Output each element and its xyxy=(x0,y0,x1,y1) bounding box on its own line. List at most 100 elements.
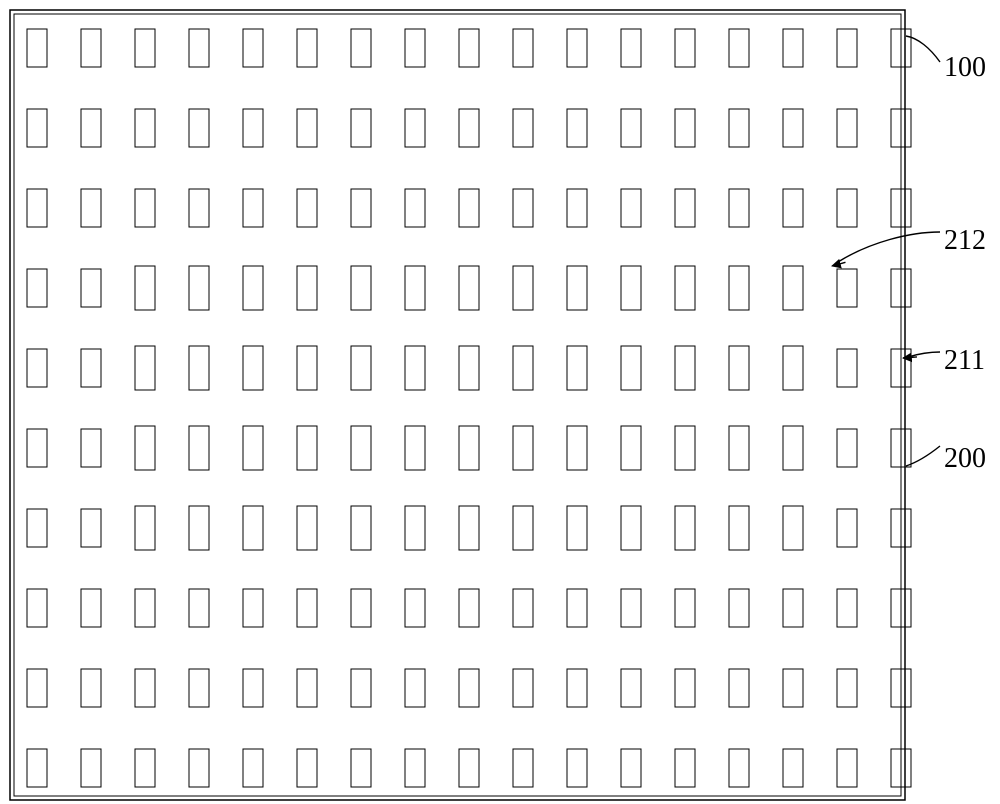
grid-cell xyxy=(405,29,425,67)
grid-cell xyxy=(729,589,749,627)
grid-cell xyxy=(837,269,857,307)
grid-cell xyxy=(675,506,695,550)
grid-cell xyxy=(567,506,587,550)
grid-cell xyxy=(189,669,209,707)
grid-cell xyxy=(675,426,695,470)
grid-cell xyxy=(405,589,425,627)
grid-cell xyxy=(297,189,317,227)
grid-cell xyxy=(351,669,371,707)
grid-cell xyxy=(27,429,47,467)
leader-100-label: 100 xyxy=(944,52,986,84)
grid-cell xyxy=(729,669,749,707)
grid-cell xyxy=(27,269,47,307)
grid-cell xyxy=(405,109,425,147)
grid-cell xyxy=(459,189,479,227)
grid-cell xyxy=(837,749,857,787)
grid-cell xyxy=(297,426,317,470)
grid-cell xyxy=(567,346,587,390)
grid-cell xyxy=(243,29,263,67)
grid-cell xyxy=(567,589,587,627)
grid-cell xyxy=(513,266,533,310)
grid-cell xyxy=(837,109,857,147)
grid-cell xyxy=(621,266,641,310)
grid-cell xyxy=(27,509,47,547)
diagram-svg xyxy=(0,0,1000,804)
grid-cell xyxy=(81,29,101,67)
grid-cell xyxy=(189,29,209,67)
grid-cell xyxy=(459,589,479,627)
grid-cell xyxy=(729,426,749,470)
grid-cell xyxy=(243,189,263,227)
grid-cell xyxy=(513,426,533,470)
grid-cell xyxy=(27,669,47,707)
grid-cell xyxy=(729,189,749,227)
grid-cell xyxy=(783,506,803,550)
grid-cell xyxy=(297,669,317,707)
grid-cell xyxy=(837,589,857,627)
grid-cell xyxy=(81,429,101,467)
grid-cell xyxy=(81,669,101,707)
grid-cell xyxy=(729,266,749,310)
grid-cell xyxy=(783,426,803,470)
grid-cell xyxy=(621,506,641,550)
grid-cell xyxy=(405,346,425,390)
grid-cell xyxy=(675,29,695,67)
grid-cell xyxy=(783,109,803,147)
grid-cell xyxy=(729,109,749,147)
grid-cell xyxy=(135,669,155,707)
grid-cell xyxy=(243,506,263,550)
grid-cell xyxy=(783,266,803,310)
grid-cell xyxy=(81,109,101,147)
grid-cell xyxy=(351,189,371,227)
grid-cell xyxy=(459,669,479,707)
grid-cell xyxy=(567,669,587,707)
grid-cell xyxy=(243,749,263,787)
grid-cell xyxy=(27,29,47,67)
grid-cell xyxy=(837,429,857,467)
grid-cell xyxy=(567,189,587,227)
grid-cell xyxy=(297,109,317,147)
grid-cell xyxy=(837,669,857,707)
grid-cell xyxy=(783,189,803,227)
grid-cell xyxy=(621,749,641,787)
grid-cell xyxy=(783,589,803,627)
grid-cell xyxy=(351,426,371,470)
grid-cell xyxy=(621,346,641,390)
leader-212-label: 212 xyxy=(944,225,986,257)
grid-cell xyxy=(189,346,209,390)
grid-cell xyxy=(513,669,533,707)
grid-cell xyxy=(27,749,47,787)
inner-frame xyxy=(14,14,901,796)
grid-cell xyxy=(351,109,371,147)
grid-cell xyxy=(405,426,425,470)
grid-cell xyxy=(621,589,641,627)
outer-frame xyxy=(10,10,905,800)
leader-211-label: 211 xyxy=(944,345,985,377)
grid-cell xyxy=(675,346,695,390)
grid-cell xyxy=(351,749,371,787)
grid-cell xyxy=(297,266,317,310)
grid-cell xyxy=(675,669,695,707)
grid-cell xyxy=(351,506,371,550)
grid-cell xyxy=(27,349,47,387)
grid-cell xyxy=(135,426,155,470)
grid-cell xyxy=(405,749,425,787)
grid-cell xyxy=(459,506,479,550)
grid-cell xyxy=(837,189,857,227)
grid-cell xyxy=(405,189,425,227)
grid-cell xyxy=(405,506,425,550)
grid-cell xyxy=(513,189,533,227)
grid-cell xyxy=(459,749,479,787)
grid-cell xyxy=(243,266,263,310)
grid-cell xyxy=(351,29,371,67)
grid-cell xyxy=(351,346,371,390)
grid-cell xyxy=(621,109,641,147)
grid-cell xyxy=(351,266,371,310)
grid-cell xyxy=(567,29,587,67)
grid-cell xyxy=(189,749,209,787)
grid-cell xyxy=(783,669,803,707)
grid-cell xyxy=(729,346,749,390)
grid-cell xyxy=(837,349,857,387)
grid-cell xyxy=(189,266,209,310)
grid-cell xyxy=(135,506,155,550)
